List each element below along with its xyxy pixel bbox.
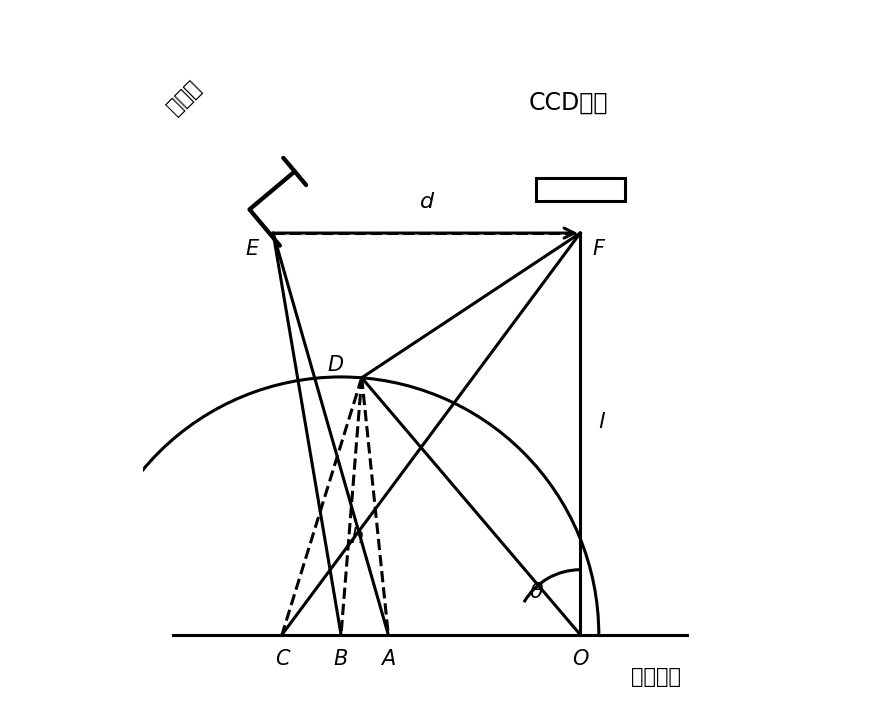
Text: O: O xyxy=(572,650,588,669)
Text: E: E xyxy=(245,239,259,259)
Text: A: A xyxy=(381,650,396,669)
Text: h: h xyxy=(350,527,363,547)
Text: d: d xyxy=(419,192,434,213)
Text: θ: θ xyxy=(529,582,543,602)
Bar xyxy=(536,178,624,200)
Text: l: l xyxy=(598,412,604,432)
Text: CCD相机: CCD相机 xyxy=(529,91,608,115)
Text: 参考平面: 参考平面 xyxy=(631,667,681,688)
Text: F: F xyxy=(592,239,604,259)
Text: D: D xyxy=(328,355,344,375)
Text: 投影件: 投影件 xyxy=(164,77,205,118)
Text: B: B xyxy=(334,650,348,669)
Text: C: C xyxy=(275,650,289,669)
